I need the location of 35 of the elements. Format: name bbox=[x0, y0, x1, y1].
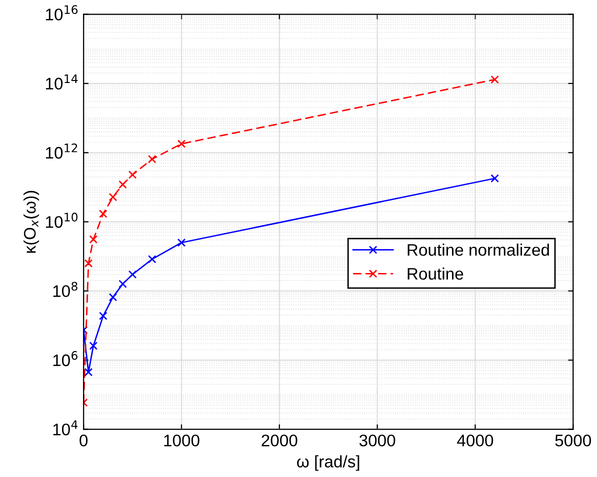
point bbox=[84, 259, 93, 268]
point bbox=[490, 75, 499, 84]
y-axis-title: κ(O$_{x}$(ω)) bbox=[23, 190, 40, 253]
y-tick-label: 10$^{6}$ bbox=[53, 351, 78, 366]
x-tick-label: 3000 bbox=[359, 434, 396, 446]
point bbox=[490, 174, 499, 183]
point bbox=[128, 270, 137, 279]
legend-label: Routine normalized bbox=[408, 244, 549, 256]
x-axis-title: ω [rad/s] bbox=[297, 455, 360, 471]
y-tick-label: 10$^{8}$ bbox=[53, 282, 78, 298]
y-tick-label: 10$^{10}$ bbox=[46, 212, 78, 228]
point bbox=[177, 238, 186, 247]
point bbox=[108, 293, 118, 302]
x-tick-label: 5000 bbox=[555, 434, 592, 446]
y-tick-label: 10$^{16}$ bbox=[46, 5, 78, 20]
x-tick-label: 0 bbox=[80, 434, 88, 446]
point bbox=[118, 180, 127, 189]
point bbox=[108, 192, 118, 202]
point bbox=[148, 255, 156, 264]
point bbox=[128, 170, 137, 179]
point bbox=[98, 312, 108, 320]
y-tick-label: 10$^{4}$ bbox=[53, 420, 78, 436]
point bbox=[177, 140, 186, 148]
x-tick-label: 1000 bbox=[164, 434, 200, 446]
point bbox=[98, 210, 108, 218]
y-tick-label: 10$^{12}$ bbox=[46, 144, 78, 159]
y-tick-label: 10$^{14}$ bbox=[46, 74, 78, 90]
x-tick-label: 2000 bbox=[262, 434, 298, 446]
point bbox=[118, 280, 127, 288]
x-tick-label: 4000 bbox=[457, 434, 494, 446]
point bbox=[89, 235, 98, 244]
point bbox=[148, 154, 156, 164]
point bbox=[84, 368, 93, 376]
legend-label: Routine bbox=[408, 267, 464, 280]
point bbox=[89, 342, 98, 350]
